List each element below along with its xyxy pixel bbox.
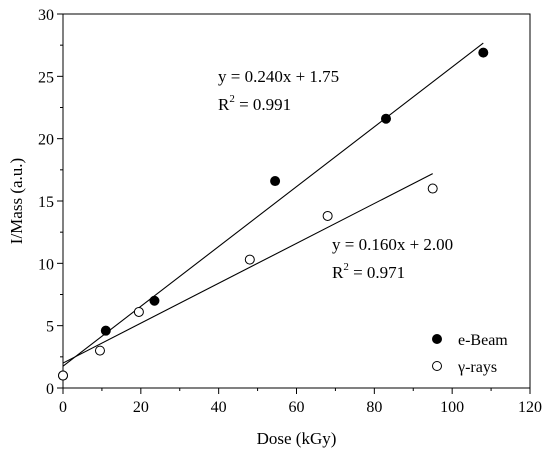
plot-area: 0 20 40 60 80 100 120 0 5 10 15 20 25 30	[38, 7, 542, 416]
legend-marker-gamma	[432, 361, 442, 371]
legend-label-ebeam: e-Beam	[458, 332, 508, 349]
legend-label-gamma: γ-rays	[457, 359, 497, 376]
ebeam-data-point	[381, 113, 392, 124]
ebeam-r-squared: R2 = 0.991	[218, 93, 291, 114]
ebeam-data-point	[478, 47, 489, 58]
x-axis-ticks: 0 20 40 60 80 100 120	[59, 388, 542, 416]
y-tick-label: 5	[46, 319, 54, 336]
ebeam-data-point	[270, 176, 281, 187]
x-tick-label: 60	[289, 399, 305, 416]
legend-marker-ebeam	[432, 334, 442, 344]
y-tick-label: 30	[38, 7, 54, 24]
legend: e-Beam γ-rays	[432, 332, 508, 376]
gamma-data-point	[94, 345, 105, 356]
gamma-fit-annotation: y = 0.160x + 2.00 R2 = 0.971	[332, 235, 453, 282]
x-tick-label: 20	[133, 399, 149, 416]
ebeam-data-point	[149, 295, 160, 306]
gamma-data-point	[322, 210, 333, 221]
x-axis-title: Dose (kGy)	[257, 429, 337, 448]
gamma-r-squared: R2 = 0.971	[332, 261, 405, 282]
x-tick-label: 40	[211, 399, 227, 416]
fit-lines	[62, 42, 484, 367]
data-markers	[58, 47, 489, 381]
y-tick-label: 20	[38, 132, 54, 149]
ebeam-fit-line	[62, 42, 484, 367]
y-tick-label: 25	[38, 69, 54, 86]
gamma-data-point	[244, 254, 255, 265]
gamma-data-point	[133, 306, 144, 317]
y-tick-label: 10	[38, 256, 54, 273]
ebeam-fit-annotation: y = 0.240x + 1.75 R2 = 0.991	[218, 67, 339, 114]
gamma-equation: y = 0.160x + 2.00	[332, 235, 453, 254]
y-tick-label: 15	[38, 194, 54, 211]
ebeam-data-point	[100, 325, 111, 336]
x-tick-label: 0	[59, 399, 67, 416]
y-axis-title: I/Mass (a.u.)	[7, 158, 26, 244]
gamma-data-point	[58, 370, 68, 381]
x-tick-label: 100	[440, 399, 464, 416]
x-tick-label: 80	[366, 399, 382, 416]
gamma-data-point	[427, 183, 438, 194]
gamma-fit-line	[62, 173, 433, 364]
y-tick-label: 0	[46, 381, 54, 398]
x-tick-label: 120	[518, 399, 542, 416]
y-axis-ticks: 0 5 10 15 20 25 30	[38, 7, 63, 398]
ebeam-equation: y = 0.240x + 1.75	[218, 67, 339, 86]
